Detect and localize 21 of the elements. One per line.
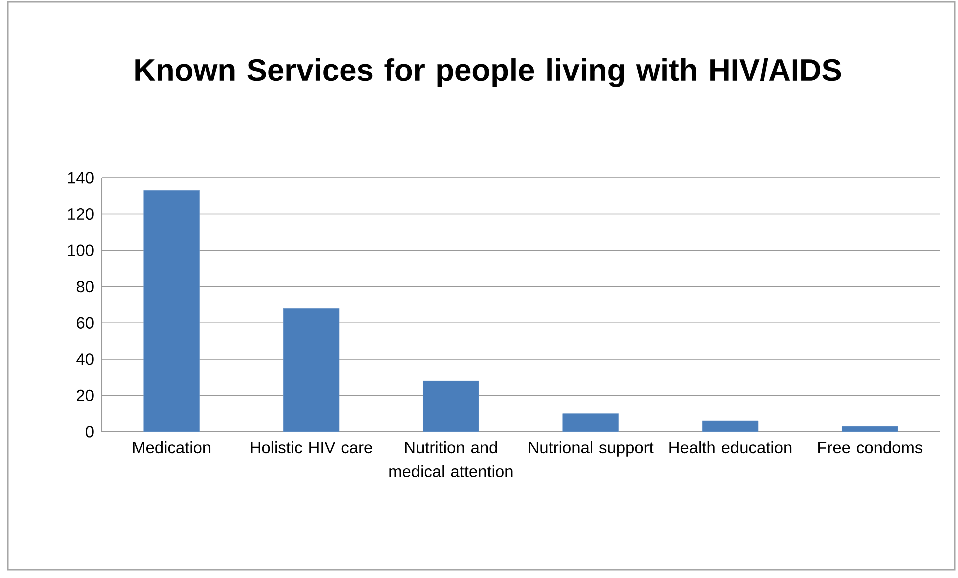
bar [423, 380, 480, 432]
y-tick-label: 60 [77, 317, 94, 329]
bar [144, 190, 200, 432]
bar [842, 426, 898, 432]
x-tick-label: Holistic HIV care [251, 442, 372, 454]
x-tick-label: Free condoms [818, 442, 923, 454]
y-tick-label: 40 [76, 354, 94, 366]
y-tick-label: 140 [68, 172, 94, 184]
y-tick-label: 0 [86, 426, 94, 438]
y-tick-label: 20 [77, 390, 94, 402]
x-tick-label: Nutrition and medical attention [390, 442, 513, 478]
y-tick-label: 80 [76, 281, 94, 293]
x-tick-label: Health education [670, 442, 792, 454]
bar [562, 414, 619, 432]
chart-title: Known Services for people living with HIV/AIDS [136, 58, 842, 88]
x-tick-label: Medication [133, 442, 211, 454]
bar [283, 308, 340, 432]
bar [702, 420, 759, 432]
y-tick-label: 120 [68, 208, 94, 220]
x-tick-label: Nutrional support [529, 442, 654, 457]
y-tick-label: 100 [68, 244, 94, 256]
